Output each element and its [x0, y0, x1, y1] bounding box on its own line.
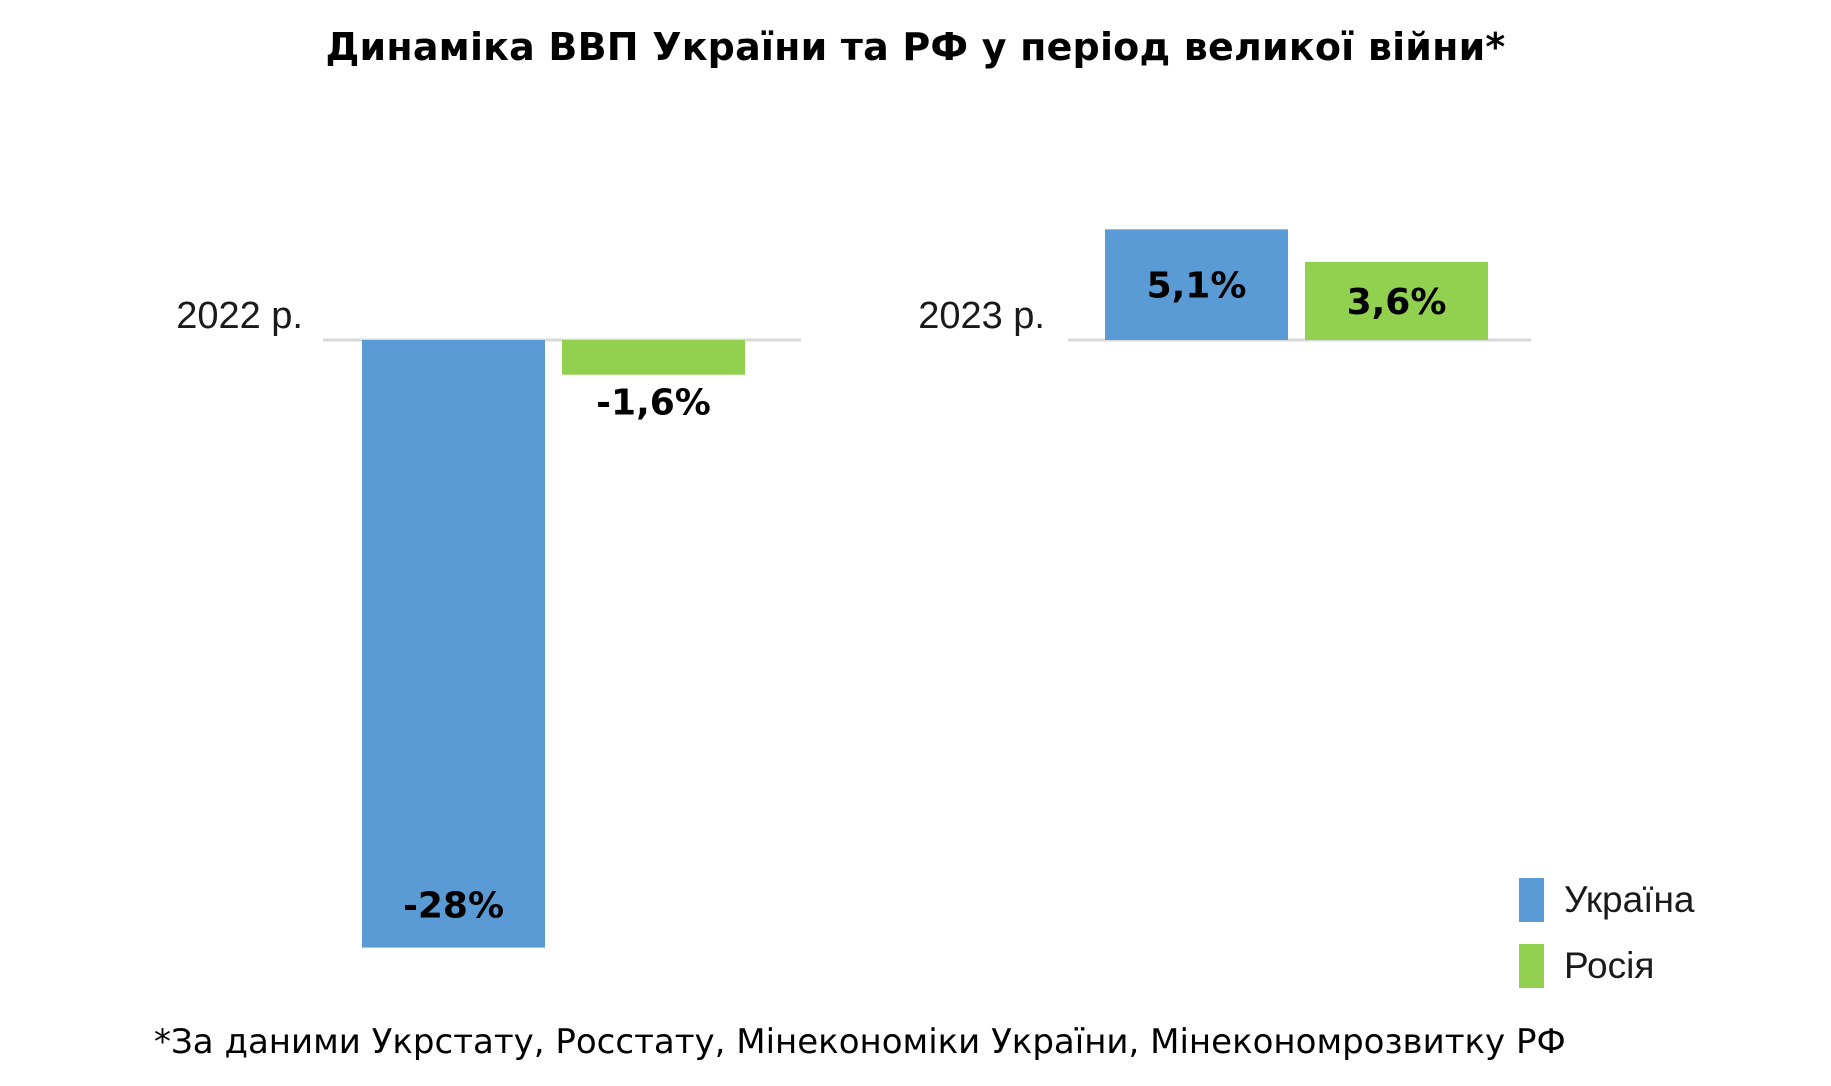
- legend-label-ukraine: Україна: [1564, 879, 1695, 920]
- bar-Україна-1: [1105, 229, 1288, 340]
- bar-Росія-1: [1305, 261, 1488, 340]
- data-label-Росія-1: 3,6%: [1347, 282, 1447, 323]
- source-footnote: *За даними Укрстату, Росстату, Мінеконом…: [154, 1022, 1566, 1062]
- legend-item-ukraine: Україна: [1519, 878, 1694, 922]
- legend-label-russia: Росія: [1564, 945, 1655, 986]
- category-label-1: 2023 р.: [918, 295, 1045, 337]
- legend-item-russia: Росія: [1519, 944, 1694, 988]
- legend-swatch-russia: [1519, 944, 1544, 988]
- legend: Україна Росія: [1519, 878, 1694, 1010]
- chart-title: Динаміка ВВП України та РФ у період вели…: [325, 25, 1506, 69]
- category-label-0: 2022 р.: [176, 295, 303, 337]
- bar-Україна-0: [362, 340, 545, 948]
- legend-swatch-ukraine: [1519, 878, 1544, 922]
- bar-Росія-0: [562, 340, 745, 375]
- data-label-Україна-0: -28%: [403, 886, 504, 927]
- data-label-Україна-1: 5,1%: [1147, 266, 1247, 307]
- data-label-Росія-0: -1,6%: [596, 383, 711, 424]
